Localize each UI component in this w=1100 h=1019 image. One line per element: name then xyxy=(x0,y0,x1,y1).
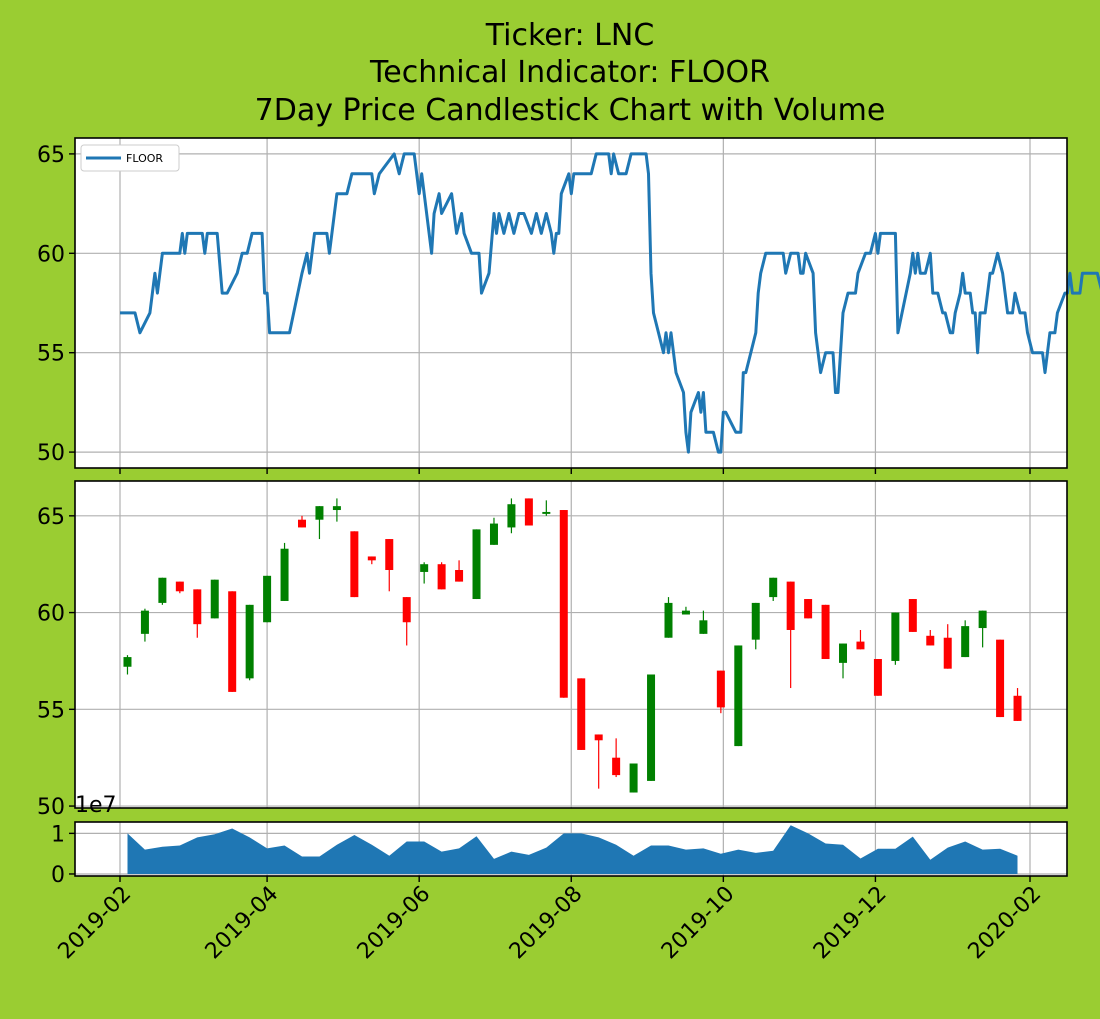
price-frame xyxy=(74,480,1068,809)
chart-title-line2: Technical Indicator: FLOOR xyxy=(369,55,770,90)
candle-body-6 xyxy=(228,591,237,692)
candle-body-12 xyxy=(332,506,341,511)
candle-body-9 xyxy=(280,548,289,601)
candle-body-11 xyxy=(315,506,324,520)
volume-offset-label: 1e7 xyxy=(75,793,117,818)
candle-body-17 xyxy=(420,564,429,572)
candle-body-31 xyxy=(664,602,673,638)
candle-body-30 xyxy=(647,674,656,781)
indicator-ytick-label-1: 55 xyxy=(37,342,65,367)
candle-body-27 xyxy=(594,734,603,741)
volume-ytick-label-1: 1 xyxy=(51,822,65,847)
candle-body-35 xyxy=(734,645,743,747)
price-ytick-label-2: 60 xyxy=(37,602,65,627)
candle-body-38 xyxy=(786,581,795,630)
volume-area xyxy=(127,825,1018,874)
candle-body-42 xyxy=(856,641,865,650)
candle-body-39 xyxy=(804,599,813,619)
candle-body-28 xyxy=(612,757,621,776)
candle-body-44 xyxy=(891,612,900,661)
candle-body-7 xyxy=(245,604,254,679)
candle-body-22 xyxy=(507,504,516,528)
candle-body-8 xyxy=(263,575,272,623)
price-y-ticks: 50 55 60 65 xyxy=(37,505,75,820)
volume-y-ticks: 01 xyxy=(51,822,75,888)
candle-body-46 xyxy=(926,635,935,646)
candle-body-50 xyxy=(996,639,1005,718)
candle-body-36 xyxy=(751,602,760,640)
candle-body-37 xyxy=(769,577,778,598)
candle-body-40 xyxy=(821,604,830,660)
chart-title-line3: 7Day Price Candlestick Chart with Volume xyxy=(255,93,886,128)
candle-body-1 xyxy=(140,610,149,634)
candle-body-21 xyxy=(489,523,498,545)
candle-body-15 xyxy=(385,539,394,571)
indicator-legend: FLOOR xyxy=(80,144,180,172)
candle-body-5 xyxy=(210,579,219,619)
candle-body-20 xyxy=(472,529,481,600)
indicator-series xyxy=(120,152,1100,454)
candle-body-32 xyxy=(681,610,690,615)
candle-body-48 xyxy=(961,626,970,658)
candle-body-13 xyxy=(350,531,359,598)
candle-body-47 xyxy=(943,637,952,669)
candle-body-4 xyxy=(193,589,202,625)
candle-body-51 xyxy=(1013,695,1022,721)
indicator-ytick-label-0: 50 xyxy=(37,441,65,466)
candle-body-34 xyxy=(716,670,725,708)
candle-body-0 xyxy=(123,657,132,667)
candle-body-14 xyxy=(367,556,376,561)
price-panel: 50 55 60 65 xyxy=(37,480,1068,820)
candle-body-43 xyxy=(873,659,882,696)
candle-body-49 xyxy=(978,610,987,629)
volume-panel: 01 1e7 xyxy=(51,793,1068,888)
candle-body-10 xyxy=(298,519,306,528)
indicator-ytick-label-3: 65 xyxy=(37,143,65,168)
candle-body-25 xyxy=(559,510,568,698)
price-ytick-label-0: 50 xyxy=(37,795,65,820)
chart-title-line1: Ticker: LNC xyxy=(485,18,655,53)
candle-body-2 xyxy=(158,577,167,603)
price-ytick-label-3: 65 xyxy=(37,505,65,530)
candle-body-41 xyxy=(839,643,848,663)
indicator-ytick-label-2: 60 xyxy=(37,242,65,267)
candle-body-24 xyxy=(542,511,551,514)
floor-line xyxy=(120,152,1100,454)
legend-box xyxy=(80,144,180,172)
candle-body-16 xyxy=(402,597,411,623)
indicator-panel: 50 55 60 65 FLOOR xyxy=(37,137,1100,469)
candle-body-3 xyxy=(175,581,184,592)
candle-body-26 xyxy=(577,678,586,750)
candle-body-33 xyxy=(699,620,708,634)
price-candles xyxy=(123,498,1022,793)
candle-body-19 xyxy=(455,570,464,582)
candle-body-23 xyxy=(524,498,533,526)
volume-series xyxy=(127,825,1018,874)
candle-body-45 xyxy=(908,599,917,632)
indicator-grid xyxy=(75,138,1067,468)
price-ytick-label-1: 55 xyxy=(37,698,65,723)
indicator-y-ticks: 50 55 60 65 xyxy=(37,143,75,466)
candle-body-29 xyxy=(629,763,638,793)
price-grid xyxy=(75,481,1067,808)
volume-ytick-label-0: 0 xyxy=(51,863,65,888)
legend-label-floor: FLOOR xyxy=(126,152,163,165)
candle-body-18 xyxy=(437,564,446,590)
